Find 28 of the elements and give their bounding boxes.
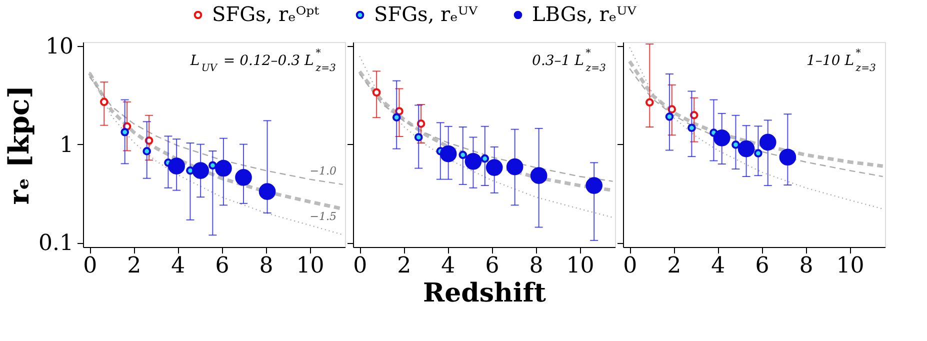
x-tick-label: 8 bbox=[529, 254, 544, 278]
x-tick-label: 6 bbox=[215, 254, 230, 278]
y-tick-label: 0.1 bbox=[38, 231, 74, 256]
x-tick-label: 2 bbox=[127, 254, 142, 278]
x-tick-label: 4 bbox=[711, 254, 726, 278]
x-tick-label: 2 bbox=[397, 254, 412, 278]
x-tick-label: 4 bbox=[441, 254, 456, 278]
annotation: −1.0 bbox=[310, 164, 336, 178]
legend-label: LBGs, rₑᵁⱽ bbox=[532, 2, 638, 26]
x-tick-label: 0 bbox=[353, 254, 368, 278]
y-axis-title: rₑ [kpc] bbox=[2, 85, 36, 205]
y-tick-label: 10 bbox=[46, 34, 74, 60]
x-tick-label: 10 bbox=[296, 254, 324, 278]
legend-label: SFGs, rₑᵁⱽ bbox=[374, 2, 478, 26]
legend-label: SFGs, rₑᴼᵖᵗ bbox=[212, 2, 320, 26]
x-tick-label: 10 bbox=[836, 254, 864, 278]
annotation: −1.5 bbox=[310, 210, 336, 224]
x-tick-label: 0 bbox=[83, 254, 98, 278]
x-tick-label: 8 bbox=[259, 254, 274, 278]
x-tick-label: 10 bbox=[566, 254, 594, 278]
x-axis-title: Redshift bbox=[423, 278, 546, 308]
y-tick-label: 1 bbox=[60, 132, 74, 158]
x-tick-label: 0 bbox=[623, 254, 638, 278]
x-tick-label: 4 bbox=[171, 254, 186, 278]
x-tick-label: 8 bbox=[799, 254, 814, 278]
x-tick-label: 6 bbox=[755, 254, 770, 278]
x-tick-label: 6 bbox=[485, 254, 500, 278]
x-tick-label: 2 bbox=[667, 254, 682, 278]
